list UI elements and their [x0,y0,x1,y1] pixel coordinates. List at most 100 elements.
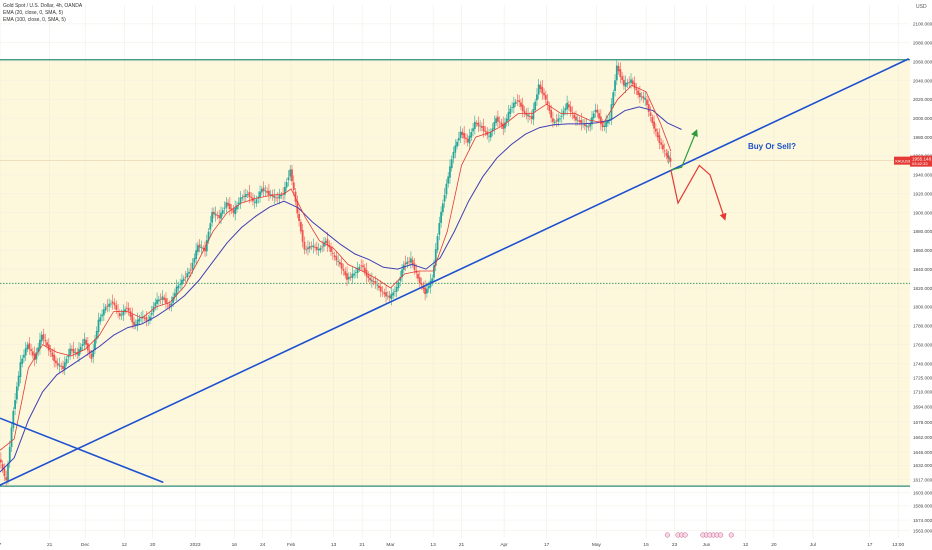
candle-263 [466,134,469,147]
candle-52 [92,343,95,364]
candle-body [599,116,602,125]
candle-body [587,126,590,128]
candle-59 [104,304,107,314]
candle-body [15,386,18,400]
candle-body [567,104,570,108]
candle-body [418,277,421,284]
candle-body [159,298,162,300]
candle-body [179,284,182,285]
price-value: 1955.148 [912,156,932,161]
candle-body [360,265,363,267]
candle-359 [637,87,640,99]
candle-body [248,191,251,198]
candle-body [427,286,430,289]
candle-body [589,123,592,127]
y-tick-label: 1632.000 [913,463,932,468]
candle-39 [69,343,72,360]
candle-body [481,126,483,128]
candle-body [399,277,402,281]
candle-343 [608,113,611,125]
candle-160 [283,181,286,200]
candle-260 [461,128,464,139]
candle-body [504,122,506,129]
candle-body [127,307,130,311]
candle-body [65,358,68,364]
candle-body [532,108,535,120]
candle-body [23,354,25,358]
candle-64 [113,298,116,310]
x-axis[interactable]: 721Dec122020231624Feb1321Mar1321Apr17May… [0,538,910,550]
candle-126 [223,201,226,215]
candle-228 [404,255,407,271]
candle-body [14,400,16,409]
candle-316 [560,108,563,123]
candle-body [225,202,228,208]
candle-body [234,207,237,215]
candle-body [26,344,29,350]
candle-body [594,109,597,113]
candle-129 [228,196,231,216]
candle-187 [331,246,334,260]
economic-event-markers[interactable] [664,532,734,538]
x-tick-label: Jul [810,542,816,548]
candle-body [220,212,222,219]
candle-body [459,131,462,139]
candle-body [413,263,416,270]
candle-255 [452,146,455,164]
candle-body [541,87,544,94]
candle-body [182,278,185,281]
candle-body [301,230,304,242]
candle-221 [392,288,395,299]
candle-body [347,276,350,280]
candle-132 [234,200,237,221]
candle-2 [3,463,6,482]
event-marker-icon [682,532,688,538]
candle-271 [481,122,483,132]
candle-189 [335,250,338,266]
candle-body [214,213,217,216]
candle-body [404,262,407,265]
candle-body [617,65,620,72]
candle-115 [204,241,206,257]
candle-141 [250,192,253,203]
candle-310 [550,104,553,123]
candle-body [479,125,482,127]
candle-body [303,241,306,250]
candle-284 [504,117,506,133]
candle-body [646,99,648,105]
candle-body [623,79,625,86]
candle-166 [294,187,297,206]
candle-239 [424,280,427,301]
candle-body [49,350,52,353]
candle-370 [656,128,659,141]
candle-351 [623,75,625,90]
candle-body [232,209,235,214]
y-axis[interactable]: 1563.000 1574.000 1589.000 1603.000 1617.000… [910,0,932,550]
candle-body [243,195,245,198]
projection-arrows[interactable] [670,129,727,221]
candle-body [406,261,409,264]
candle-35 [62,360,64,374]
candle-24 [42,328,45,345]
drawn-trendlines[interactable] [0,58,910,486]
x-tick-label: 7 [0,542,2,548]
candle-254 [450,155,453,172]
candle-body [227,202,229,206]
candle-327 [580,112,583,131]
candle-body [349,276,352,278]
candle-188 [333,251,336,261]
candle-350 [621,71,624,85]
candle-body [99,317,102,322]
candle-body [88,350,91,354]
x-tick-label: 20 [150,542,156,548]
candle-body [237,202,240,205]
candle-body [411,260,414,265]
candle-205 [363,263,366,276]
candle-body [388,295,391,298]
y-tick-label: 1694.000 [913,405,932,410]
y-tick-label: 1860.000 [913,248,932,253]
candle-346 [614,74,616,97]
candle-294 [521,97,524,118]
candle-body [314,247,316,248]
